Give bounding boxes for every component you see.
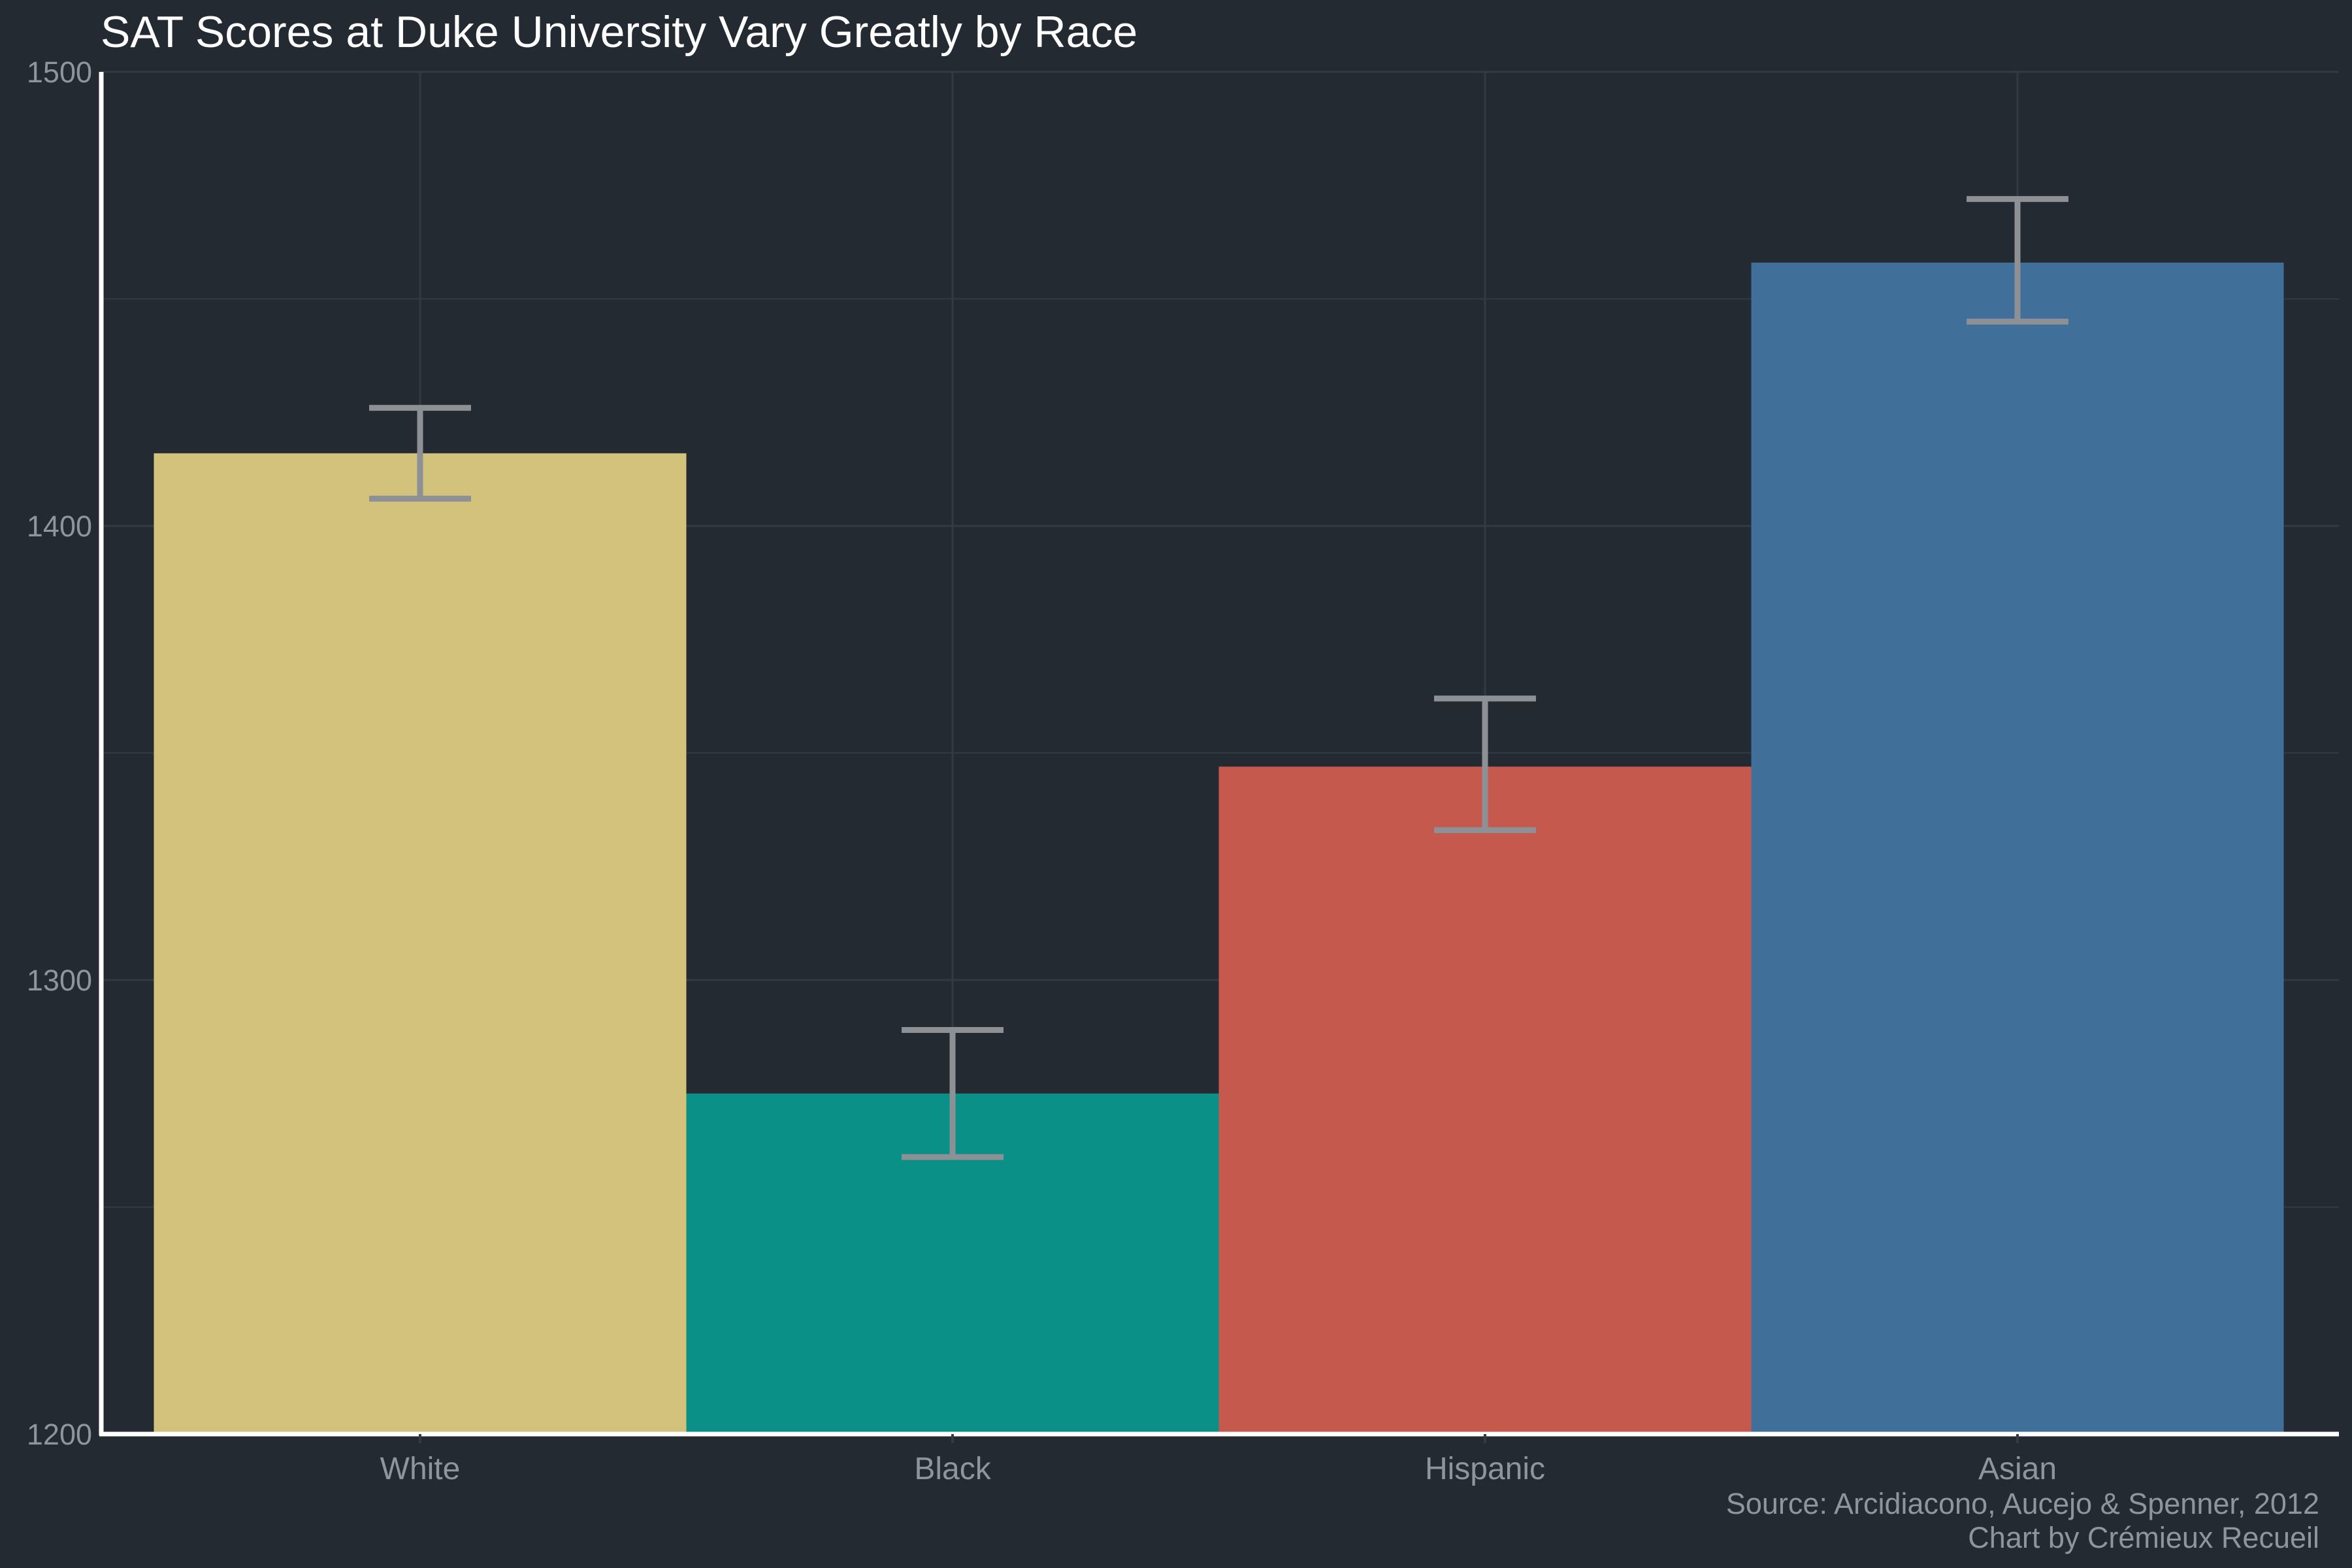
bar-asian bbox=[1751, 262, 2284, 1434]
bar-white bbox=[154, 453, 687, 1434]
x-tick-label: Black bbox=[914, 1452, 991, 1486]
x-tick-label: White bbox=[380, 1452, 461, 1486]
x-tick-label: Hispanic bbox=[1425, 1452, 1545, 1486]
y-tick-label: 1400 bbox=[27, 510, 92, 543]
source-caption: Source: Arcidiacono, Aucejo & Spenner, 2… bbox=[1725, 1487, 2319, 1520]
y-tick-label: 1500 bbox=[27, 56, 92, 89]
chart-title: SAT Scores at Duke University Vary Great… bbox=[101, 7, 1138, 57]
x-tick-label: Asian bbox=[1978, 1452, 2057, 1486]
credit-caption: Chart by Crémieux Recueil bbox=[1968, 1521, 2319, 1554]
y-tick-label: 1200 bbox=[27, 1418, 92, 1451]
y-tick-label: 1300 bbox=[27, 964, 92, 997]
bar-hispanic bbox=[1218, 766, 1752, 1434]
